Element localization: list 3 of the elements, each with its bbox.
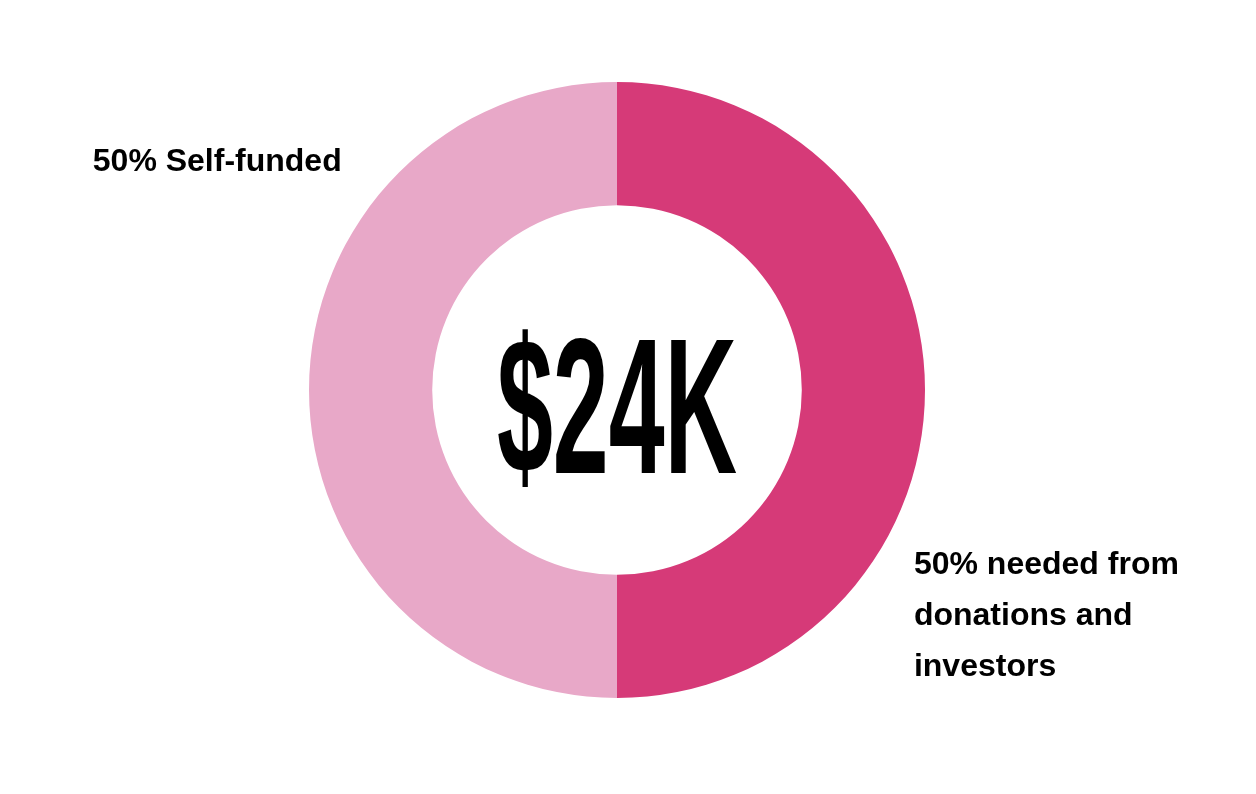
slice-label: 50% needed from donations and investors [913, 545, 1179, 684]
text: $24K [496, 298, 738, 514]
slice-label: 50% Self-funded [92, 142, 342, 179]
